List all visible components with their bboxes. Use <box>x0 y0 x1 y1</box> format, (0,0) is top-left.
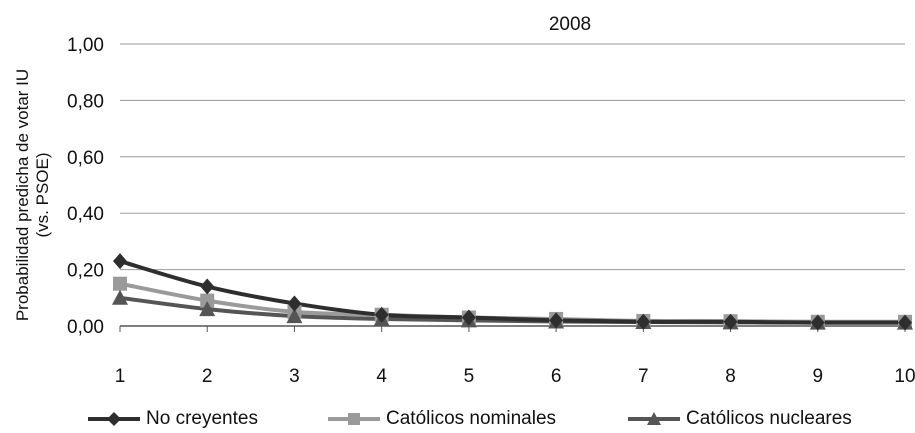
legend-label: Católicos nucleares <box>686 408 852 429</box>
x-tick-labels: 1 2 3 4 5 6 7 8 9 10 <box>115 366 915 387</box>
data-point-triangle <box>112 289 128 305</box>
legend-marker-triangle-icon <box>628 412 680 425</box>
legend-item-no-creyentes: No creyentes <box>88 405 258 433</box>
series-line <box>118 259 907 325</box>
y-tick-label: 0,60 <box>67 148 104 169</box>
x-tick-label: 4 <box>376 366 387 387</box>
data-point-diamond <box>287 295 302 312</box>
x-tick-label: 10 <box>894 366 915 387</box>
legend-marker-square-icon <box>328 413 380 425</box>
y-axis-title: Probabilidad predicha de votar IU (vs. P… <box>13 69 52 321</box>
legend-label: No creyentes <box>146 408 258 429</box>
data-point-diamond <box>200 278 215 295</box>
y-tick-label: 0,00 <box>67 317 104 338</box>
legend-item-catolicos-nominales: Católicos nominales <box>328 405 556 433</box>
data-point-diamond <box>461 309 476 326</box>
y-tick-label: 0,20 <box>67 261 104 282</box>
y-tick-label: 0,40 <box>67 204 104 225</box>
data-point-diamond <box>723 313 738 330</box>
x-tick-label: 6 <box>551 366 562 387</box>
y-axis-title-line-1: Probabilidad predicha de votar IU <box>13 69 32 321</box>
x-tick-label: 3 <box>289 366 300 387</box>
x-tick-label: 5 <box>464 366 475 387</box>
data-point-triangle <box>199 301 216 317</box>
legend-item-catolicos-nucleares: Católicos nucleares <box>628 405 852 433</box>
series-line <box>118 281 907 324</box>
data-point-diamond <box>549 312 564 329</box>
gridlines <box>119 43 906 332</box>
x-tick-label: 1 <box>115 366 126 387</box>
y-tick-label: 1,00 <box>67 35 104 56</box>
y-tick-labels: 0,00 0,20 0,40 0,60 0,80 1,00 <box>67 35 104 338</box>
data-point-square <box>113 276 127 291</box>
data-point-square <box>200 293 215 308</box>
chart-legend: No creyentes Católicos nominales Católic… <box>0 405 915 433</box>
data-point-diamond <box>810 314 825 331</box>
y-axis-title-line-2: (vs. PSOE) <box>33 152 52 237</box>
y-tick-label: 0,80 <box>67 91 104 112</box>
chart-title: 2008 <box>549 14 591 35</box>
x-tick-label: 7 <box>638 366 649 387</box>
data-point-diamond <box>636 313 651 330</box>
series-group <box>112 253 913 331</box>
x-tick-label: 9 <box>812 366 823 387</box>
data-point-diamond <box>898 314 912 331</box>
data-point-diamond <box>374 306 389 323</box>
legend-label: Católicos nominales <box>386 408 557 429</box>
x-tick-label: 2 <box>202 366 213 387</box>
legend-marker-diamond-icon <box>88 412 140 426</box>
x-tick-label: 8 <box>725 366 736 387</box>
data-point-triangle <box>286 308 303 324</box>
data-point-diamond <box>113 253 127 270</box>
